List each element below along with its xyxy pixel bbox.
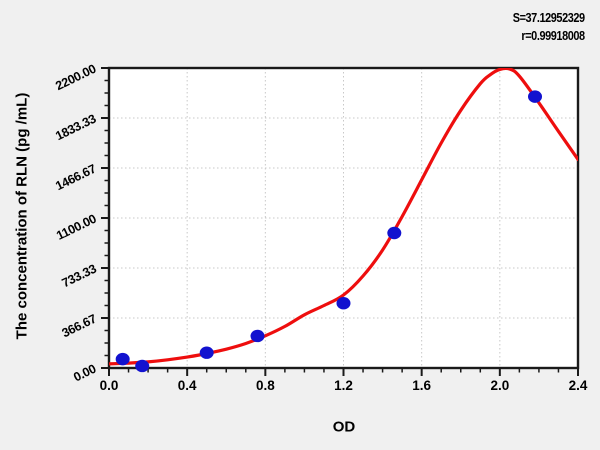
x-tick-label: 2.0 — [490, 378, 510, 393]
data-point — [528, 90, 543, 103]
plot-border — [107, 66, 580, 370]
x-tick-label: 0.8 — [255, 378, 275, 393]
x-tick-label: 0.0 — [99, 378, 119, 393]
x-tick-label: 1.6 — [412, 378, 432, 393]
x-tick-label: 2.4 — [568, 378, 588, 393]
data-point — [115, 352, 130, 366]
plot-background — [109, 68, 578, 368]
data-point — [336, 297, 351, 310]
fitted-curve — [109, 68, 578, 366]
standard-points — [115, 90, 543, 373]
y-axis-title: The concentration of RLN (pg /mL) — [13, 92, 31, 340]
x-axis-title: OD — [332, 418, 356, 436]
stat-r: r=0.99918008 — [521, 28, 586, 43]
x-tick-label: 1.2 — [334, 378, 353, 393]
stat-s: S=37.12952329 — [513, 10, 585, 25]
data-point — [250, 329, 265, 343]
data-point — [387, 226, 402, 240]
data-point — [199, 346, 214, 359]
data-point — [135, 359, 150, 373]
fit-statistics: S=37.12952329 r=0.99918008 — [499, 9, 585, 45]
x-tick-label: 0.4 — [177, 378, 197, 393]
